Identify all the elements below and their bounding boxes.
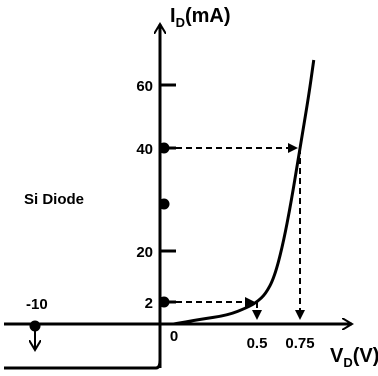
y-tick-label-60: 60 [136, 78, 153, 95]
ticks-layer: 2 20 40 60 0 0.5 0.75 [136, 78, 314, 352]
forward-curve [173, 59, 316, 326]
axis-dot-40 [158, 142, 170, 154]
curve-layer [4, 59, 316, 370]
dots-layer [158, 142, 170, 308]
x-tick-label-0_5: 0.5 [247, 335, 268, 352]
y-tick-label-20: 20 [136, 244, 153, 261]
y-tick-label-40: 40 [136, 141, 153, 158]
si-diode-label: Si Diode [24, 191, 84, 208]
x-tick-label-0_75: 0.75 [285, 335, 314, 352]
y-axis-title: ID(mA) [170, 5, 231, 30]
neg-marker-dot [29, 320, 41, 332]
axis-dot-2 [158, 296, 170, 308]
guides-layer [166, 143, 305, 320]
y-tick-label-2: 2 [145, 295, 153, 312]
x-axis-title: VD(V) [330, 345, 378, 370]
x-tick-label-0: 0 [170, 328, 178, 345]
axis-dot-30 [158, 198, 170, 210]
neg-marker-label: -10 [26, 296, 48, 313]
reverse-curve [4, 359, 162, 370]
